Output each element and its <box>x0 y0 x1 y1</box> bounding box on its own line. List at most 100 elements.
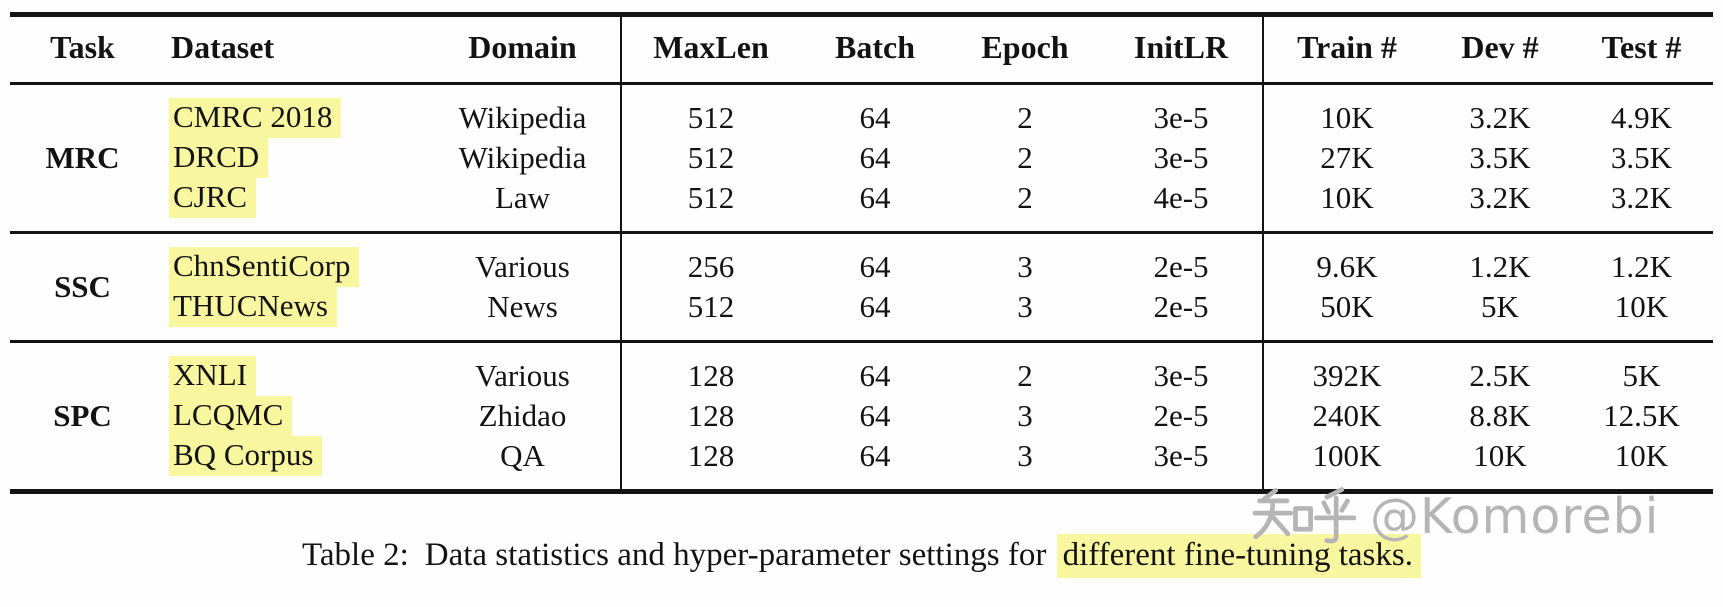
dev-cell: 2.5K <box>1469 358 1531 393</box>
header-task: Task <box>50 29 115 65</box>
dataset-highlight: DRCD <box>169 138 269 178</box>
test-cell: 10K <box>1614 438 1669 473</box>
task-cell: SSC <box>54 269 111 304</box>
caption-label: Table 2: <box>302 537 409 573</box>
epoch-cell: 3 <box>1017 289 1033 324</box>
batch-cell: 64 <box>859 358 891 393</box>
initlr-cell: 3e-5 <box>1153 358 1209 393</box>
dataset-cell: BQ Corpus <box>155 436 425 492</box>
task-group-mrc: MRC CMRC 2018 Wikipedia 512 64 2 3e-5 10K 3.2K 4.… <box>10 83 1713 233</box>
table-row: MRC CMRC 2018 Wikipedia 512 64 2 3e-5 10K 3.2K 4.… <box>10 83 1713 175</box>
table-row: SSC ChnSentiCorp Various 256 64 3 2e-5 9.6K 1.2K… <box>10 232 1713 304</box>
table-caption: Table 2: Data statistics and hyper-parame… <box>0 532 1723 578</box>
epoch-cell: 3 <box>1017 249 1033 284</box>
task-cell: MRC <box>45 140 120 175</box>
dataset-highlight: CJRC <box>169 178 257 218</box>
initlr-cell: 4e-5 <box>1153 180 1209 215</box>
stats-table: Task Dataset Domain MaxLen Batch Epoch I… <box>10 12 1713 494</box>
maxlen-cell: 128 <box>620 396 800 436</box>
train-cell: 10K <box>1262 178 1430 233</box>
maxlen-cell: 512 <box>620 83 800 138</box>
dataset-highlight: CMRC 2018 <box>169 98 342 138</box>
dataset-highlight: LCQMC <box>169 396 293 436</box>
maxlen-cell: 512 <box>620 287 800 342</box>
train-cell: 240K <box>1262 396 1430 436</box>
domain-cell: Wikipedia <box>458 140 587 175</box>
train-cell: 50K <box>1262 287 1430 342</box>
task-group-spc: SPC XNLI Various 128 64 2 3e-5 392K 2.5K 5K LCQMC Z… <box>10 341 1713 492</box>
table-row: SPC XNLI Various 128 64 2 3e-5 392K 2.5K 5K <box>10 341 1713 433</box>
batch-cell: 64 <box>859 140 891 175</box>
table-row: THUCNews News 512 64 3 2e-5 50K 5K 10K <box>10 287 1713 342</box>
header-maxlen: MaxLen <box>620 14 800 84</box>
dataset-highlight: XNLI <box>169 356 257 396</box>
test-cell: 10K <box>1614 289 1669 324</box>
header-test: Test # <box>1601 29 1682 65</box>
epoch-cell: 2 <box>1017 140 1033 175</box>
header-train: Train # <box>1262 14 1430 84</box>
batch-cell: 64 <box>859 289 891 324</box>
task-cell: SPC <box>53 398 112 433</box>
dev-cell: 3.2K <box>1469 180 1531 215</box>
epoch-cell: 2 <box>1017 180 1033 215</box>
domain-cell: Various <box>475 249 570 284</box>
epoch-cell: 2 <box>1017 358 1033 393</box>
batch-cell: 64 <box>859 100 891 135</box>
train-cell: 9.6K <box>1262 232 1430 287</box>
batch-cell: 64 <box>859 438 891 473</box>
domain-cell: Various <box>475 358 570 393</box>
maxlen-cell: 512 <box>620 178 800 233</box>
table-row: LCQMC Zhidao 128 64 3 2e-5 240K 8.8K 12.5K <box>10 396 1713 436</box>
initlr-cell: 3e-5 <box>1153 438 1209 473</box>
dataset-highlight: ChnSentiCorp <box>169 247 360 287</box>
header-batch: Batch <box>835 29 915 65</box>
train-cell: 10K <box>1262 83 1430 138</box>
dataset-cell: LCQMC <box>155 396 425 436</box>
epoch-cell: 2 <box>1017 100 1033 135</box>
dataset-cell: CJRC <box>155 178 425 233</box>
task-group-ssc: SSC ChnSentiCorp Various 256 64 3 2e-5 9.6K 1.2K… <box>10 232 1713 342</box>
batch-cell: 64 <box>859 398 891 433</box>
dev-cell: 1.2K <box>1469 249 1531 284</box>
dataset-cell: DRCD <box>155 138 425 178</box>
header-row: Task Dataset Domain MaxLen Batch Epoch I… <box>10 14 1713 84</box>
initlr-cell: 2e-5 <box>1153 249 1209 284</box>
domain-cell: QA <box>500 438 545 473</box>
dataset-cell: CMRC 2018 <box>155 84 425 138</box>
dataset-cell: XNLI <box>155 342 425 396</box>
dev-cell: 3.2K <box>1469 100 1531 135</box>
caption-text: Data statistics and hyper-parameter sett… <box>424 537 1047 573</box>
maxlen-cell: 256 <box>620 232 800 287</box>
dev-cell: 3.5K <box>1469 140 1531 175</box>
dataset-cell: THUCNews <box>155 287 425 342</box>
initlr-cell: 3e-5 <box>1153 140 1209 175</box>
dev-cell: 10K <box>1473 438 1527 473</box>
dev-cell: 8.8K <box>1469 398 1531 433</box>
initlr-cell: 2e-5 <box>1153 398 1209 433</box>
table-row: CJRC Law 512 64 2 4e-5 10K 3.2K 3.2K <box>10 178 1713 233</box>
domain-cell: Law <box>494 180 551 215</box>
dataset-cell: ChnSentiCorp <box>155 233 425 287</box>
table-row: BQ Corpus QA 128 64 3 3e-5 100K 10K 10K <box>10 436 1713 492</box>
domain-cell: News <box>487 289 558 324</box>
maxlen-cell: 128 <box>620 341 800 396</box>
dev-cell: 5K <box>1481 289 1519 324</box>
caption-highlight: different fine-tuning tasks. <box>1056 534 1421 578</box>
domain-cell: Zhidao <box>478 398 567 433</box>
test-cell: 4.9K <box>1610 100 1673 135</box>
table-row: DRCD Wikipedia 512 64 2 3e-5 27K 3.5K 3.5K <box>10 138 1713 178</box>
train-cell: 392K <box>1262 341 1430 396</box>
test-cell: 3.5K <box>1610 140 1673 175</box>
epoch-cell: 3 <box>1017 438 1033 473</box>
maxlen-cell: 512 <box>620 138 800 178</box>
test-cell: 3.2K <box>1610 180 1673 215</box>
dataset-highlight: BQ Corpus <box>169 436 323 476</box>
header-initlr: InitLR <box>1133 29 1229 65</box>
header-dev: Dev # <box>1461 29 1539 65</box>
batch-cell: 64 <box>859 249 891 284</box>
train-cell: 27K <box>1262 138 1430 178</box>
test-cell: 12.5K <box>1603 398 1680 433</box>
domain-cell: Wikipedia <box>458 100 587 135</box>
table-header: Task Dataset Domain MaxLen Batch Epoch I… <box>10 14 1713 84</box>
